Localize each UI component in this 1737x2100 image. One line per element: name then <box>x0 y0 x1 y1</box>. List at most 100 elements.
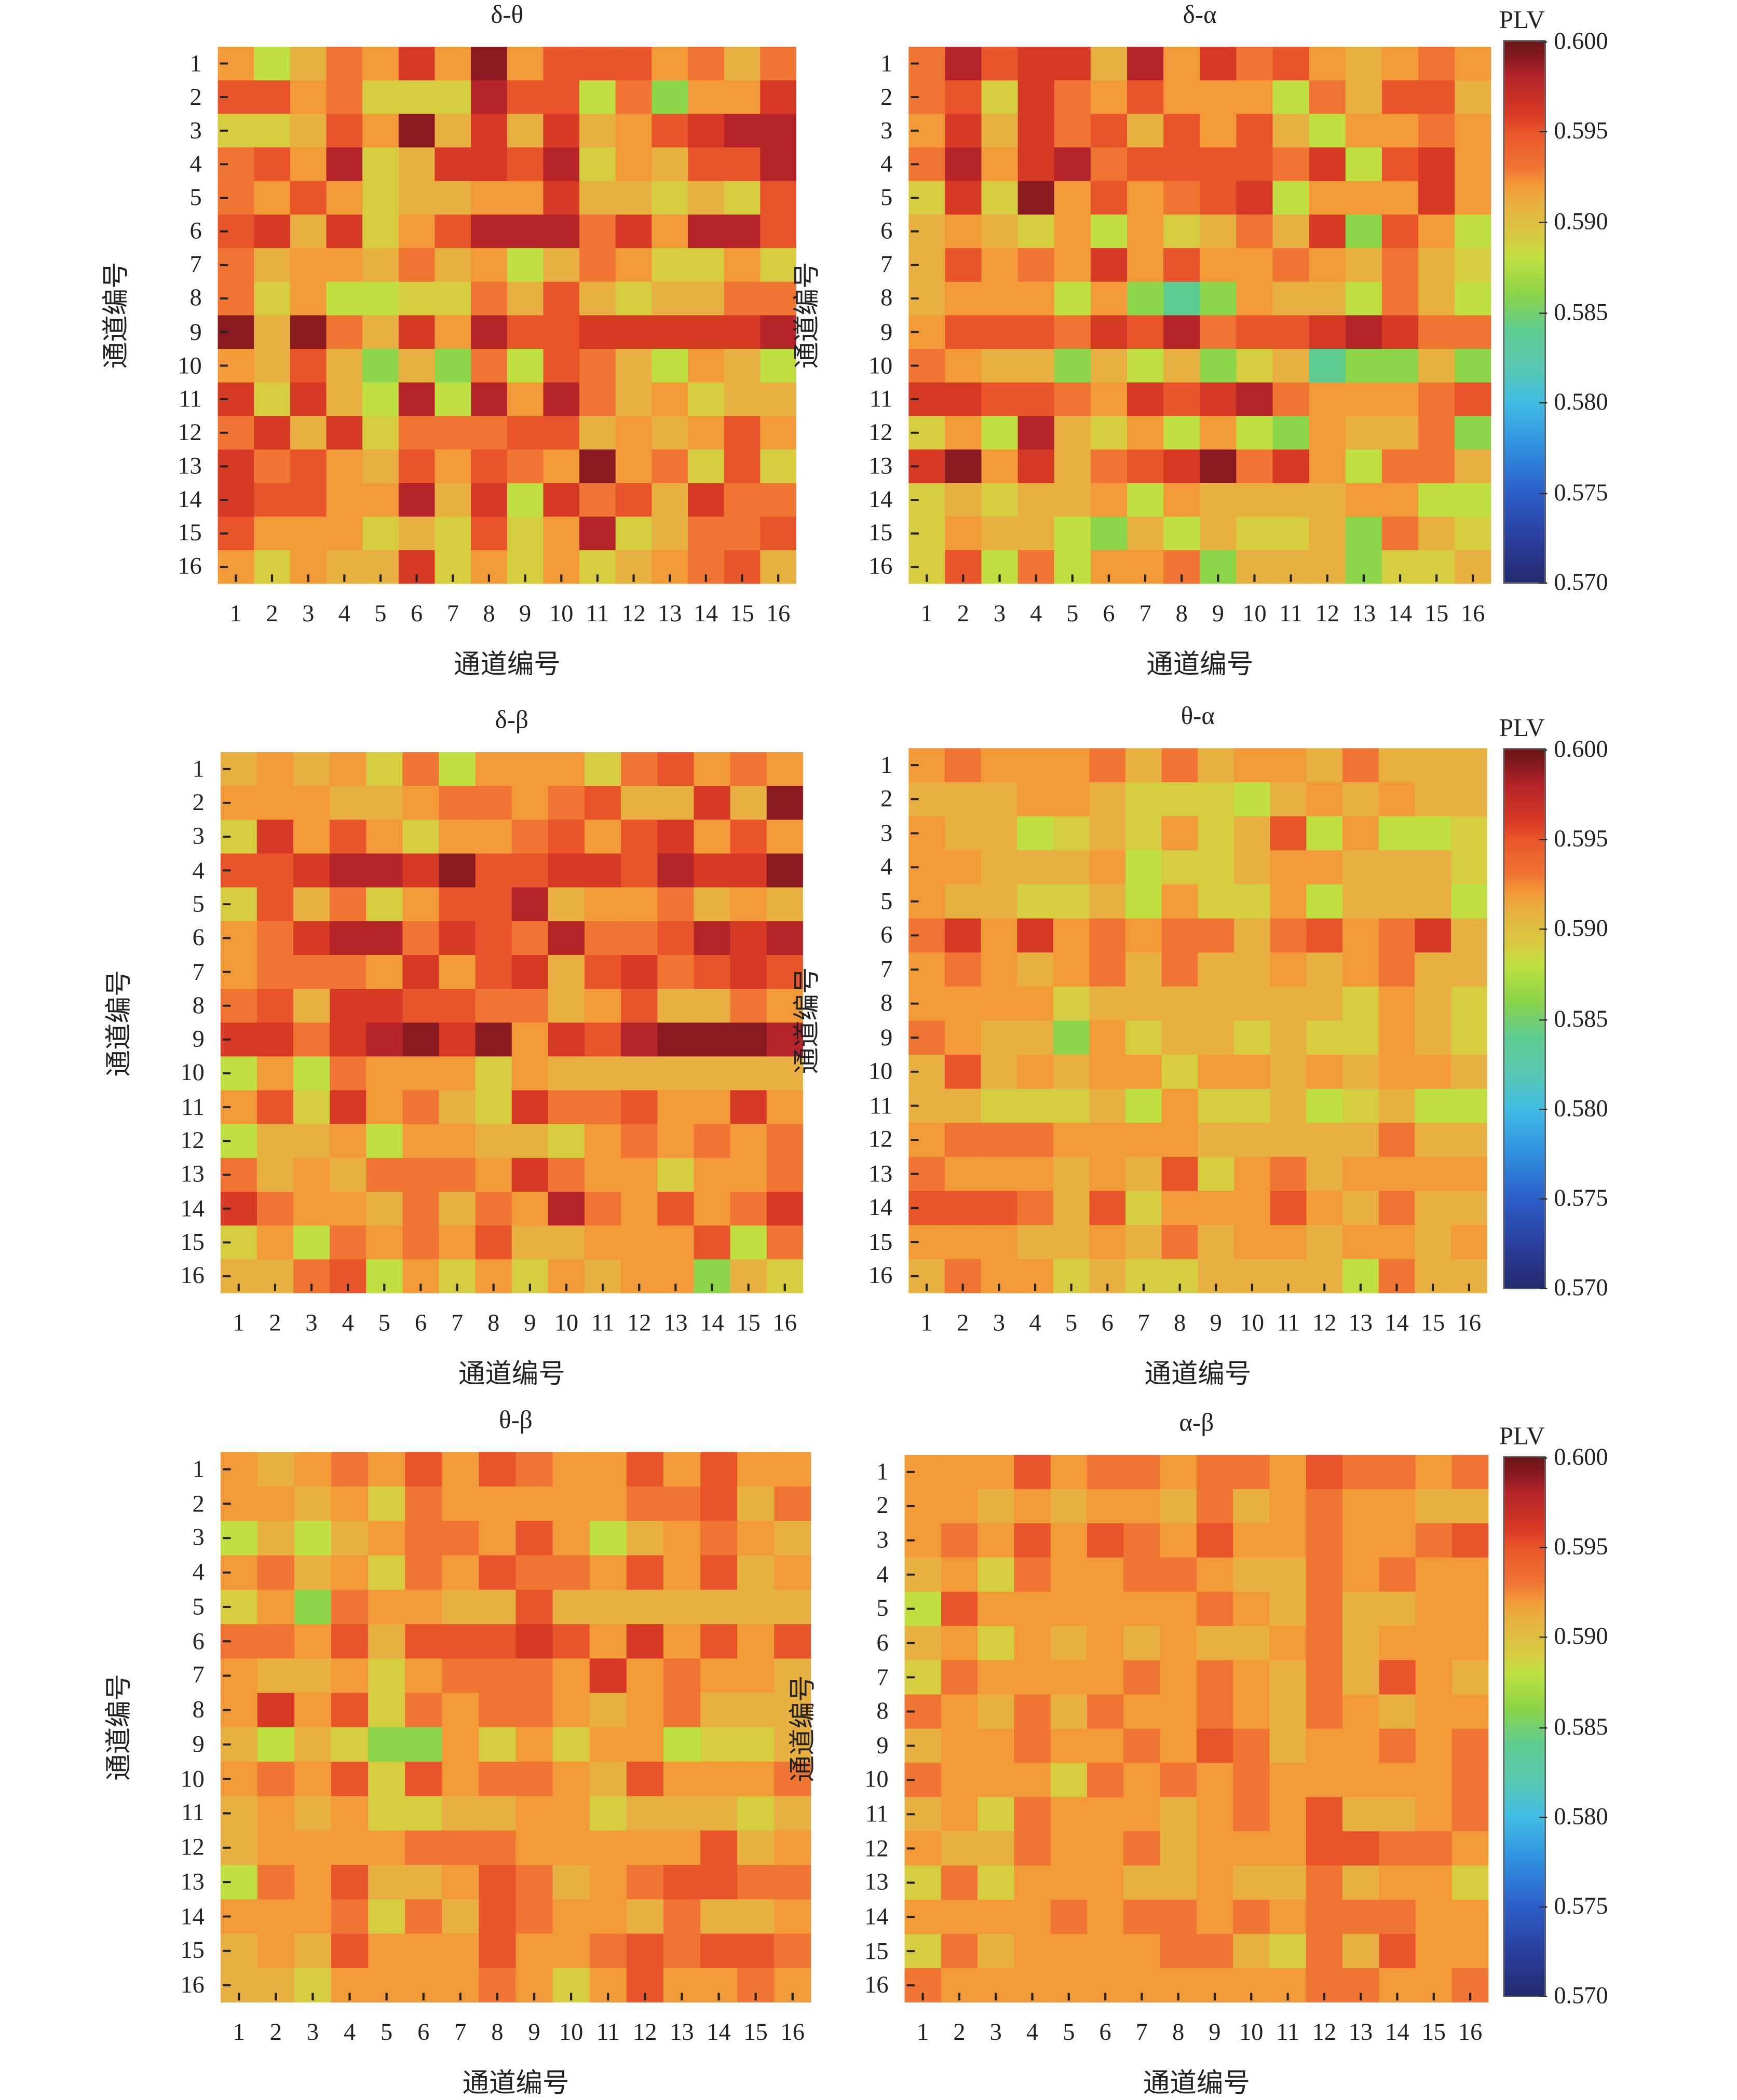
heatmap-cell <box>945 214 982 249</box>
heatmap-cell <box>1381 47 1419 81</box>
heatmap-cell <box>511 1022 549 1057</box>
heatmap-cell <box>552 1830 591 1866</box>
heatmap-cell <box>737 1865 775 1900</box>
x-tick-label: 4 <box>343 2019 356 2046</box>
x-tick-label: 4 <box>1029 1309 1041 1336</box>
y-tick-label: 1 <box>192 755 205 782</box>
heatmap-cell <box>479 1899 517 1934</box>
heatmap-cell <box>766 954 803 990</box>
heatmap-cell <box>579 181 617 215</box>
heatmap-cell <box>626 1521 664 1556</box>
heatmap-cell <box>1306 1489 1344 1524</box>
heatmap-cell <box>1053 986 1090 1021</box>
heatmap-cell <box>1378 782 1416 817</box>
heatmap-cell <box>1415 1728 1453 1764</box>
heatmap-cell <box>1306 1523 1344 1559</box>
y-tick-label: 15 <box>180 1937 205 1964</box>
colorbar-tick-label: 0.600 <box>1554 27 1608 54</box>
heatmap-cell <box>1450 1020 1487 1056</box>
colorbar: PLV 0.600 0.595 0.590 0.585 0.580 0.575 0.570 <box>1499 7 1608 595</box>
y-tick-label: 7 <box>876 1663 889 1690</box>
heatmap-cell <box>293 1225 331 1260</box>
heatmap-cell <box>1196 1591 1234 1627</box>
heatmap-cell <box>257 1521 295 1556</box>
heatmap-cell <box>1089 1225 1127 1260</box>
heatmap-cell <box>362 483 400 517</box>
heatmap-cell <box>1345 349 1383 384</box>
heatmap-cell <box>331 1589 369 1625</box>
heatmap-cell <box>1381 449 1419 484</box>
heatmap-cell <box>766 853 803 888</box>
heatmap-cell <box>368 1830 406 1866</box>
heatmap-cell <box>1342 1523 1380 1559</box>
heatmap-cell <box>471 214 508 249</box>
heatmap-cell <box>941 1557 979 1593</box>
heatmap-cell <box>1125 884 1163 919</box>
x-tick-label: 16 <box>1461 599 1485 627</box>
heatmap-cell <box>1160 1865 1198 1901</box>
heatmap-cell <box>507 214 544 249</box>
heatmap-cell <box>1087 1865 1124 1901</box>
colorbar: PLV 0.600 0.595 0.590 0.585 0.580 0.575 0.570 <box>1499 715 1608 1301</box>
heatmap-cell <box>652 315 689 350</box>
heatmap-cell <box>1163 483 1201 517</box>
heatmap-cell <box>1233 1763 1270 1798</box>
heatmap-cell <box>479 1796 517 1832</box>
heatmap-cell <box>700 1693 738 1728</box>
heatmap-cell <box>1379 1694 1417 1729</box>
heatmap-cell <box>1200 214 1237 249</box>
heatmap-cell <box>1054 47 1092 81</box>
heatmap-cell <box>981 1156 1018 1192</box>
heatmap-cell <box>405 1624 443 1659</box>
heatmap-cell <box>944 1191 982 1226</box>
heatmap-cell <box>694 1022 731 1057</box>
heatmap-cell <box>1089 782 1127 817</box>
y-tick-label: 8 <box>189 284 202 311</box>
heatmap-cell <box>507 80 544 115</box>
heatmap-cell <box>1345 248 1383 283</box>
heatmap-cell <box>1450 816 1487 851</box>
heatmap-cell <box>945 114 982 148</box>
heatmap-cell <box>621 1157 658 1193</box>
heatmap-cell <box>1163 516 1201 551</box>
heatmap-cell <box>1309 483 1347 517</box>
heatmap-cell <box>1053 1156 1090 1192</box>
y-tick-label: 8 <box>880 989 893 1017</box>
heatmap-cell <box>1379 1626 1417 1661</box>
heatmap-cell <box>552 1899 591 1934</box>
heatmap-cell <box>694 853 731 888</box>
heatmap-cell <box>515 1624 554 1659</box>
heatmap-cell <box>724 416 761 451</box>
heatmap-cell <box>1160 1626 1198 1661</box>
heatmap-cell <box>626 1693 664 1728</box>
x-tick-label: 2 <box>957 1309 969 1336</box>
heatmap-cell <box>579 483 617 517</box>
heatmap-cell <box>366 853 403 888</box>
heatmap-cell <box>700 1452 738 1488</box>
heatmap-cell <box>257 1830 295 1866</box>
heatmap-cell <box>1233 1865 1270 1901</box>
heatmap-cell <box>1160 1900 1198 1935</box>
heatmap-cell <box>1054 416 1092 451</box>
heatmap-cell <box>1090 47 1128 81</box>
heatmap-cell <box>331 1796 369 1832</box>
heatmap-cell <box>439 954 477 990</box>
heatmap-cell <box>475 786 513 821</box>
heatmap-cell <box>1017 1123 1054 1158</box>
heatmap-cell <box>774 1452 811 1488</box>
heatmap-cell <box>1198 884 1235 919</box>
heatmap-cell <box>1269 1523 1307 1559</box>
heatmap-cell <box>366 989 403 1024</box>
heatmap-cell <box>290 349 327 384</box>
heatmap-cell <box>589 1830 628 1866</box>
heatmap-cell <box>724 114 761 148</box>
heatmap-cell <box>331 1624 369 1659</box>
heatmap-cell <box>615 248 653 283</box>
heatmap-cell <box>290 483 327 517</box>
heatmap-cell <box>737 1796 775 1832</box>
y-tick-label: 13 <box>180 1161 205 1188</box>
heatmap-cell <box>724 80 761 115</box>
heatmap-cell <box>978 1489 1015 1524</box>
heatmap-cell <box>368 1452 406 1488</box>
heatmap-cell <box>366 1225 403 1260</box>
